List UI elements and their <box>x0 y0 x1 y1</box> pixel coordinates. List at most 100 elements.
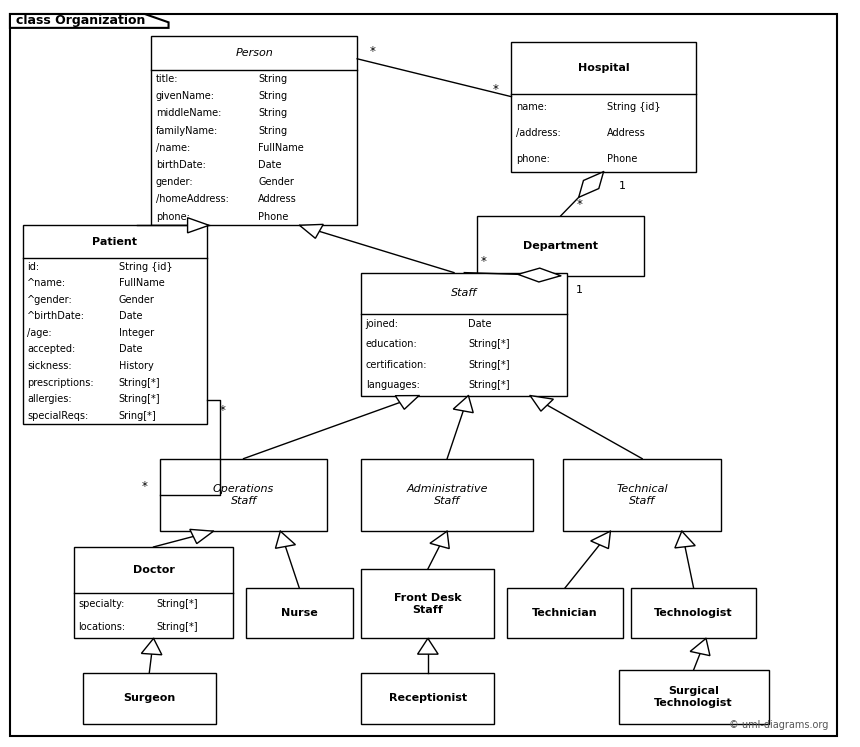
Polygon shape <box>418 639 438 654</box>
Text: id:: id: <box>28 261 40 272</box>
Text: givenName:: givenName: <box>156 91 215 102</box>
Text: Technical
Staff: Technical Staff <box>617 484 668 506</box>
Text: Department: Department <box>523 241 599 251</box>
Text: Date: Date <box>119 311 142 321</box>
Text: *: * <box>493 83 499 96</box>
Text: specialReqs:: specialReqs: <box>28 411 89 421</box>
Polygon shape <box>530 396 553 411</box>
Text: String[*]: String[*] <box>157 599 199 609</box>
Polygon shape <box>10 14 169 28</box>
Text: Receptionist: Receptionist <box>389 693 467 704</box>
Text: /address:: /address: <box>516 128 561 138</box>
Text: Gender: Gender <box>258 177 294 187</box>
FancyBboxPatch shape <box>361 273 567 396</box>
Text: /name:: /name: <box>156 143 190 153</box>
Text: sickness:: sickness: <box>28 361 71 371</box>
Polygon shape <box>275 531 296 548</box>
FancyBboxPatch shape <box>361 459 533 531</box>
Text: Address: Address <box>258 194 298 205</box>
Text: Surgeon: Surgeon <box>123 693 175 704</box>
Text: *: * <box>577 198 582 211</box>
Text: String[*]: String[*] <box>157 622 199 632</box>
Polygon shape <box>299 224 323 238</box>
Text: *: * <box>219 403 225 417</box>
Text: String[*]: String[*] <box>469 360 510 370</box>
Text: String[*]: String[*] <box>119 377 160 388</box>
Text: phone:: phone: <box>516 154 550 164</box>
Polygon shape <box>396 396 419 409</box>
FancyBboxPatch shape <box>562 459 722 531</box>
Text: Date: Date <box>258 160 282 170</box>
FancyBboxPatch shape <box>160 459 327 531</box>
Text: Person: Person <box>236 49 273 58</box>
FancyBboxPatch shape <box>361 569 494 639</box>
Text: Front Desk
Staff: Front Desk Staff <box>394 593 462 615</box>
FancyBboxPatch shape <box>246 588 353 639</box>
Text: FullName: FullName <box>119 278 164 288</box>
Text: Date: Date <box>469 319 492 329</box>
Text: certification:: certification: <box>366 360 427 370</box>
Text: allergies:: allergies: <box>28 394 71 404</box>
Text: 1: 1 <box>619 181 626 190</box>
Text: ^name:: ^name: <box>28 278 66 288</box>
Text: String: String <box>258 91 287 102</box>
Polygon shape <box>518 268 561 282</box>
Text: specialty:: specialty: <box>78 599 125 609</box>
Text: String: String <box>258 108 287 119</box>
Text: Technician: Technician <box>532 608 598 619</box>
FancyBboxPatch shape <box>512 43 696 172</box>
FancyBboxPatch shape <box>151 36 357 226</box>
Text: Gender: Gender <box>119 295 155 305</box>
Text: ^birthDate:: ^birthDate: <box>28 311 85 321</box>
Text: birthDate:: birthDate: <box>156 160 206 170</box>
Text: String: String <box>258 125 287 136</box>
Text: gender:: gender: <box>156 177 194 187</box>
FancyBboxPatch shape <box>477 216 644 276</box>
Text: education:: education: <box>366 339 417 350</box>
Text: String {id}: String {id} <box>607 102 660 112</box>
FancyBboxPatch shape <box>83 673 216 724</box>
Polygon shape <box>190 530 213 544</box>
Polygon shape <box>141 639 162 655</box>
Text: *: * <box>142 480 147 492</box>
Text: *: * <box>480 255 486 267</box>
Polygon shape <box>591 531 611 548</box>
FancyBboxPatch shape <box>507 588 623 639</box>
Text: String {id}: String {id} <box>119 261 172 272</box>
FancyBboxPatch shape <box>361 673 494 724</box>
Polygon shape <box>430 531 449 548</box>
Polygon shape <box>187 217 209 233</box>
FancyBboxPatch shape <box>74 547 233 639</box>
Text: String[*]: String[*] <box>469 339 510 350</box>
Text: ^gender:: ^gender: <box>28 295 73 305</box>
Text: String[*]: String[*] <box>469 380 510 391</box>
Text: joined:: joined: <box>366 319 399 329</box>
Text: middleName:: middleName: <box>156 108 221 119</box>
FancyBboxPatch shape <box>23 226 207 424</box>
Text: phone:: phone: <box>156 211 189 222</box>
Text: locations:: locations: <box>78 622 126 632</box>
Text: Phone: Phone <box>607 154 637 164</box>
Text: Date: Date <box>119 344 142 355</box>
Text: /homeAddress:: /homeAddress: <box>156 194 229 205</box>
Text: Doctor: Doctor <box>132 565 175 574</box>
Polygon shape <box>691 639 710 656</box>
Text: class Organization: class Organization <box>16 14 145 28</box>
Text: Administrative
Staff: Administrative Staff <box>407 484 488 506</box>
Text: Operations
Staff: Operations Staff <box>213 484 274 506</box>
Text: © uml-diagrams.org: © uml-diagrams.org <box>729 720 828 730</box>
FancyBboxPatch shape <box>10 14 837 736</box>
Text: String[*]: String[*] <box>119 394 160 404</box>
Text: Nurse: Nurse <box>281 608 317 619</box>
Text: accepted:: accepted: <box>28 344 76 355</box>
FancyBboxPatch shape <box>631 588 756 639</box>
Polygon shape <box>453 396 473 412</box>
Text: Staff: Staff <box>452 288 477 298</box>
FancyBboxPatch shape <box>618 670 769 724</box>
Text: History: History <box>119 361 153 371</box>
Text: String: String <box>258 74 287 84</box>
Text: /age:: /age: <box>28 328 52 338</box>
Text: Sring[*]: Sring[*] <box>119 411 157 421</box>
Polygon shape <box>675 531 695 548</box>
Text: Technologist: Technologist <box>654 608 733 619</box>
